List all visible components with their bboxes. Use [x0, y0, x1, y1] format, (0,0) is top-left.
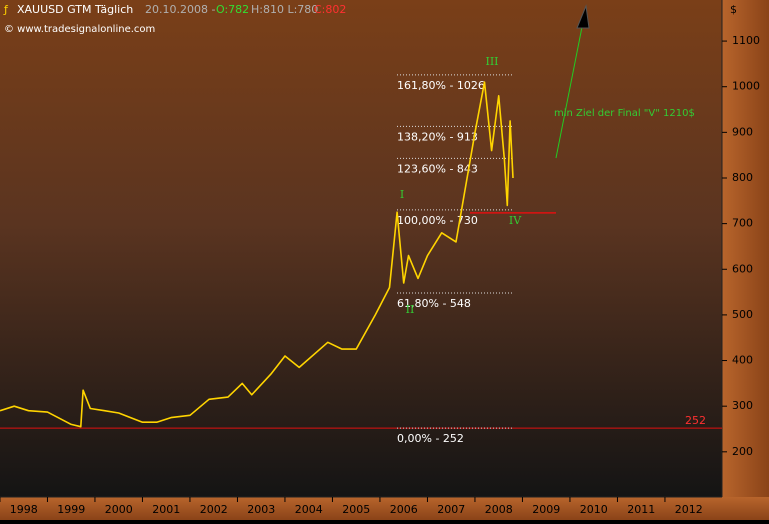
x-tick-label: 2011: [627, 503, 655, 516]
wave-label: III: [485, 55, 498, 68]
y-tick-label: 400: [732, 354, 753, 367]
high-low: H:810 L:780: [251, 3, 318, 16]
fib-label: 138,20% - 913: [397, 130, 478, 143]
close: C:802: [314, 3, 346, 16]
x-tick-label: 2009: [532, 503, 560, 516]
support-label: 252: [685, 414, 706, 427]
fib-label: 0,00% - 252: [397, 432, 464, 445]
x-tick-label: 2005: [342, 503, 370, 516]
target-note: min Ziel der Final "V" 1210$: [554, 108, 695, 119]
y-tick-label: 300: [732, 399, 753, 412]
y-tick-label: 900: [732, 125, 753, 138]
x-tick-label: 1998: [10, 503, 38, 516]
y-tick-label: 500: [732, 308, 753, 321]
wave-label: I: [400, 188, 404, 201]
x-tick-label: 2006: [390, 503, 418, 516]
x-tick-label: 1999: [57, 503, 85, 516]
date: 20.10.2008 -: [145, 3, 215, 16]
x-tick-label: 2012: [675, 503, 703, 516]
wave-label: II: [406, 303, 415, 316]
fib-label: 161,80% - 1026: [397, 79, 485, 92]
y-tick-label: 1000: [732, 80, 760, 93]
x-tick-label: 2010: [580, 503, 608, 516]
x-tick-label: 2001: [152, 503, 180, 516]
fib-label: 61,80% - 548: [397, 297, 471, 310]
y-tick-label: 1100: [732, 34, 760, 47]
y-tick-label: 200: [732, 445, 753, 458]
y-tick-label: 700: [732, 217, 753, 230]
x-tick-label: 2003: [247, 503, 275, 516]
symbol-icon: ƒ: [3, 3, 9, 16]
target-arrow: [555, 21, 584, 159]
x-tick-label: 2004: [295, 503, 323, 516]
x-tick-label: 2000: [105, 503, 133, 516]
x-tick-label: 2002: [200, 503, 228, 516]
currency: $: [730, 3, 737, 16]
fib-label: 100,00% - 730: [397, 214, 478, 227]
copyright: © www.tradesignalonline.com: [4, 24, 155, 35]
plot-area: [0, 0, 722, 497]
x-tick-label: 2007: [437, 503, 465, 516]
x-axis-panel: [0, 497, 769, 520]
open: O:782: [216, 3, 249, 16]
x-tick-label: 2008: [485, 503, 513, 516]
y-tick-label: 800: [732, 171, 753, 184]
wave-label: IV: [509, 214, 522, 227]
price-line: [0, 81, 514, 428]
fib-label: 123,60% - 843: [397, 162, 478, 175]
y-tick-label: 600: [732, 262, 753, 275]
arrow-head: [576, 4, 590, 29]
symbol: XAUUSD GTM Täglich: [17, 3, 133, 16]
y-axis-panel: [722, 0, 769, 520]
